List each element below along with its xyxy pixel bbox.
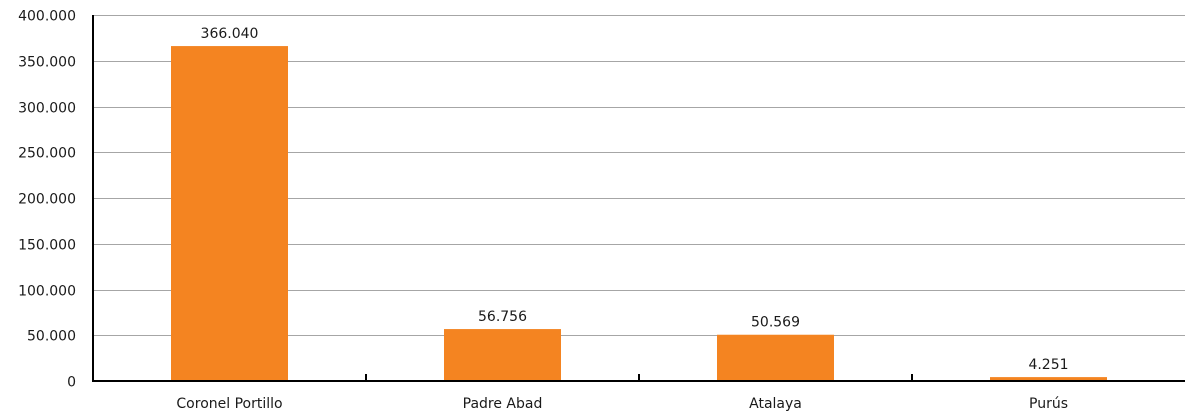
x-tick-label: Coronel Portillo (176, 396, 282, 412)
x-axis-category-labels: Coronel Portillo Padre Abad Atalaya Purús (176, 396, 1068, 412)
bar (990, 377, 1107, 381)
y-tick-label: 250.000 (18, 146, 76, 162)
data-label: 56.756 (478, 309, 527, 325)
x-tick-label: Atalaya (749, 396, 802, 412)
bar (171, 46, 288, 382)
y-tick-label: 150.000 (18, 238, 76, 254)
x-tick-label: Purús (1029, 396, 1068, 412)
data-labels: 366.040 56.756 50.569 4.251 (201, 26, 1069, 373)
x-tick-label: Padre Abad (463, 396, 543, 412)
bar (717, 334, 834, 381)
y-tick-label: 350.000 (18, 55, 76, 71)
y-tick-label: 0 (67, 375, 76, 391)
bar (444, 329, 561, 381)
data-label: 366.040 (201, 26, 259, 42)
bars (171, 46, 1107, 382)
y-tick-label: 200.000 (18, 192, 76, 208)
y-tick-label: 50.000 (27, 329, 76, 345)
y-tick-label: 300.000 (18, 101, 76, 117)
data-label: 4.251 (1028, 357, 1068, 373)
y-tick-label: 400.000 (18, 9, 76, 25)
y-axis-tick-labels: 0 50.000 100.000 150.000 200.000 250.000 300.0… (18, 9, 76, 391)
data-label: 50.569 (751, 315, 800, 331)
axes (92, 15, 1185, 382)
y-tick-label: 100.000 (18, 284, 76, 300)
